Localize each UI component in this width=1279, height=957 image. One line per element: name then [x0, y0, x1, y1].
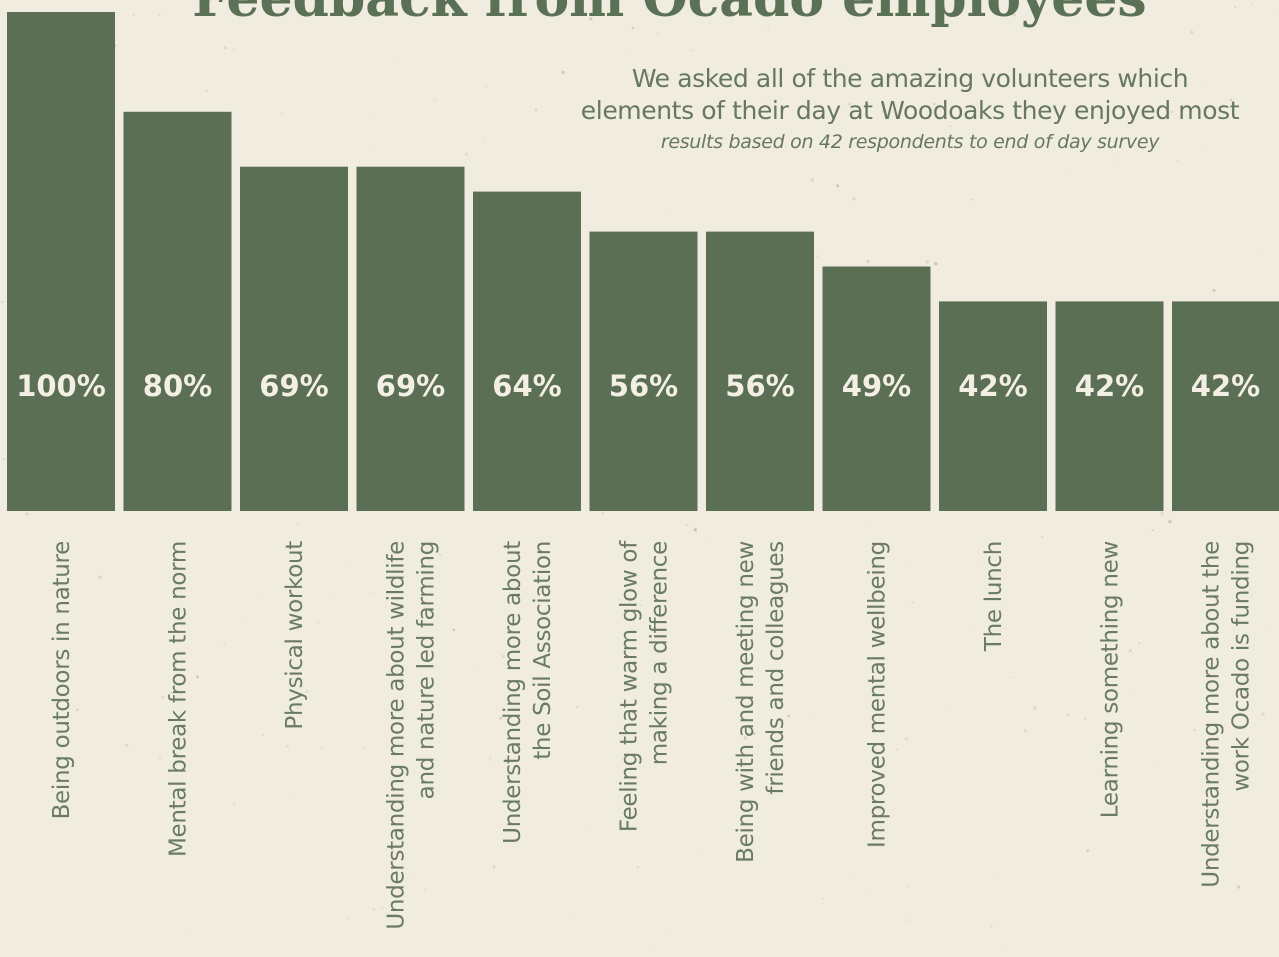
bar-value-label-2: 80%: [143, 369, 212, 403]
category-label-10-line-1: Learning something new: [1098, 541, 1124, 818]
bar-1: [7, 12, 115, 511]
bar-7: [706, 231, 814, 511]
bar-value-label-8: 49%: [842, 369, 911, 403]
bar-11: [1172, 301, 1279, 511]
bar-value-label-5: 64%: [492, 369, 561, 403]
category-label-8-line-1: Improved mental wellbeing: [865, 541, 891, 848]
category-label-3-line-1: Physical workout: [282, 541, 308, 730]
bar-value-label-1: 100%: [16, 369, 106, 403]
category-label-4-line-2: and nature led farming: [414, 541, 440, 799]
category-label-11-line-1: Understanding more about the: [1199, 541, 1225, 888]
subtitle-line-2: elements of their day at Woodoaks they e…: [580, 96, 1240, 125]
subtitle-block: We asked all of the amazing volunteers w…: [560, 63, 1260, 157]
bar-4: [356, 166, 465, 511]
category-label-5-line-1: Understanding more about: [500, 541, 526, 844]
survey-note: results based on 42 respondents to end o…: [660, 131, 1160, 153]
category-label-7-line-2: friends and colleagues: [763, 541, 789, 795]
bar-value-label-3: 69%: [259, 369, 328, 403]
category-label-6-line-1: Feeling that warm glow of: [617, 540, 643, 832]
category-label-6-line-2: making a difference: [647, 541, 673, 765]
bar-value-label-6: 56%: [609, 369, 678, 403]
page-title: Feedback from Ocado employees: [0, 0, 1279, 29]
bar-value-label-9: 42%: [958, 369, 1027, 403]
category-label-7-line-1: Being with and meeting new: [733, 541, 759, 863]
bar-6: [589, 231, 698, 511]
bar-9: [939, 301, 1047, 511]
category-label-11-line-2: work Ocado is funding: [1229, 541, 1255, 792]
bar-3: [240, 166, 348, 511]
bar-value-label-7: 56%: [725, 369, 794, 403]
subtitle-line-1: We asked all of the amazing volunteers w…: [631, 64, 1189, 93]
bar-value-label-10: 42%: [1075, 369, 1144, 403]
category-label-9-line-1: The lunch: [981, 541, 1007, 652]
category-label-1-line-1: Being outdoors in nature: [49, 541, 75, 819]
bar-10: [1055, 301, 1164, 511]
bar-5: [473, 191, 581, 511]
bar-2: [123, 111, 232, 512]
bar-value-label-11: 42%: [1191, 369, 1260, 403]
category-label-5-line-2: the Soil Association: [530, 541, 556, 760]
category-label-4-line-1: Understanding more about wildlife: [384, 541, 410, 930]
bar-value-label-4: 69%: [376, 369, 445, 403]
bar-8: [822, 266, 931, 511]
category-label-2-line-1: Mental break from the norm: [166, 541, 192, 857]
